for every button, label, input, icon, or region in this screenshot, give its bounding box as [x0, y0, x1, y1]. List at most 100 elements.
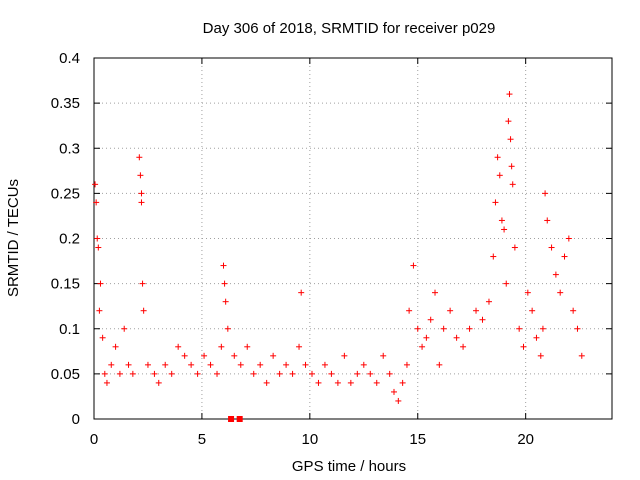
data-point — [151, 370, 158, 377]
data-point — [373, 379, 380, 386]
data-point — [440, 325, 447, 332]
data-point — [367, 370, 374, 377]
data-point — [175, 343, 182, 350]
data-point — [501, 226, 508, 233]
data-point — [386, 370, 393, 377]
x-tick-label: 20 — [517, 431, 534, 448]
data-point — [511, 244, 518, 251]
data-point — [298, 289, 305, 296]
data-point — [419, 343, 426, 350]
y-tick-label: 0.1 — [59, 321, 80, 338]
data-point — [103, 379, 110, 386]
data-point — [121, 325, 128, 332]
baseline-marker — [236, 416, 243, 422]
data-point — [423, 334, 430, 341]
data-point — [194, 370, 201, 377]
y-tick-label: 0.4 — [59, 50, 80, 67]
data-point — [137, 172, 144, 179]
data-point — [574, 325, 581, 332]
y-axis-label: SRMTID / TECUs — [5, 179, 22, 297]
data-point — [328, 370, 335, 377]
data-point — [505, 118, 512, 125]
data-point — [410, 262, 417, 269]
data-point — [552, 271, 559, 278]
data-point — [503, 280, 510, 287]
data-point — [406, 307, 413, 314]
data-point — [496, 172, 503, 179]
data-point — [347, 379, 354, 386]
data-point — [542, 190, 549, 197]
data-point — [129, 370, 136, 377]
data-point — [578, 352, 585, 359]
data-point — [432, 289, 439, 296]
data-point — [537, 352, 544, 359]
data-point — [92, 181, 99, 188]
data-point — [97, 280, 104, 287]
y-tick-label: 0.2 — [59, 231, 80, 248]
baseline-marker — [228, 416, 235, 422]
x-axis-label: GPS time / hours — [292, 458, 406, 475]
data-point — [96, 307, 103, 314]
y-tick-label: 0.3 — [59, 140, 80, 157]
x-tick-label: 5 — [198, 431, 206, 448]
data-point — [494, 154, 501, 161]
data-point — [516, 325, 523, 332]
data-point — [548, 244, 555, 251]
x-tick-label: 0 — [90, 431, 98, 448]
data-point — [244, 343, 251, 350]
data-point — [296, 343, 303, 350]
data-point — [561, 253, 568, 260]
data-point — [395, 397, 402, 404]
data-point — [168, 370, 175, 377]
data-point — [466, 325, 473, 332]
data-point — [508, 163, 515, 170]
data-point — [321, 361, 328, 368]
data-point — [125, 361, 132, 368]
data-point — [565, 235, 572, 242]
data-point — [341, 352, 348, 359]
data-point — [283, 361, 290, 368]
grid-lines — [94, 58, 612, 419]
data-point — [524, 289, 531, 296]
data-point — [220, 262, 227, 269]
data-point — [354, 370, 361, 377]
data-point — [201, 352, 208, 359]
data-point — [108, 361, 115, 368]
data-point — [498, 217, 505, 224]
data-point — [231, 352, 238, 359]
data-point — [144, 361, 151, 368]
data-point — [447, 307, 454, 314]
data-point — [403, 361, 410, 368]
data-point — [507, 136, 514, 143]
data-point — [557, 289, 564, 296]
data-point — [207, 361, 214, 368]
data-point — [302, 361, 309, 368]
data-point — [237, 361, 244, 368]
data-point — [544, 217, 551, 224]
axis-ticks: 0 0.05 0.1 0.15 0.2 0.25 0.3 0.35 0.4 0 5 10 15 20 — [51, 50, 612, 448]
data-point — [506, 91, 513, 98]
data-point — [485, 298, 492, 305]
data-point — [99, 334, 106, 341]
data-point — [427, 316, 434, 323]
data-point — [289, 370, 296, 377]
chart-title: Day 306 of 2018, SRMTID for receiver p02… — [203, 20, 496, 37]
data-point — [94, 235, 101, 242]
data-point — [276, 370, 283, 377]
data-point — [473, 307, 480, 314]
data-point — [250, 370, 257, 377]
data-point — [509, 181, 516, 188]
data-point — [218, 343, 225, 350]
data-point — [270, 352, 277, 359]
data-point — [101, 370, 108, 377]
data-point — [224, 325, 231, 332]
data-point — [136, 154, 143, 161]
x-tick-label: 10 — [301, 431, 318, 448]
data-points — [92, 91, 585, 404]
data-point — [391, 388, 398, 395]
data-point — [453, 334, 460, 341]
data-point — [529, 307, 536, 314]
data-point — [93, 199, 100, 206]
data-point — [116, 370, 123, 377]
